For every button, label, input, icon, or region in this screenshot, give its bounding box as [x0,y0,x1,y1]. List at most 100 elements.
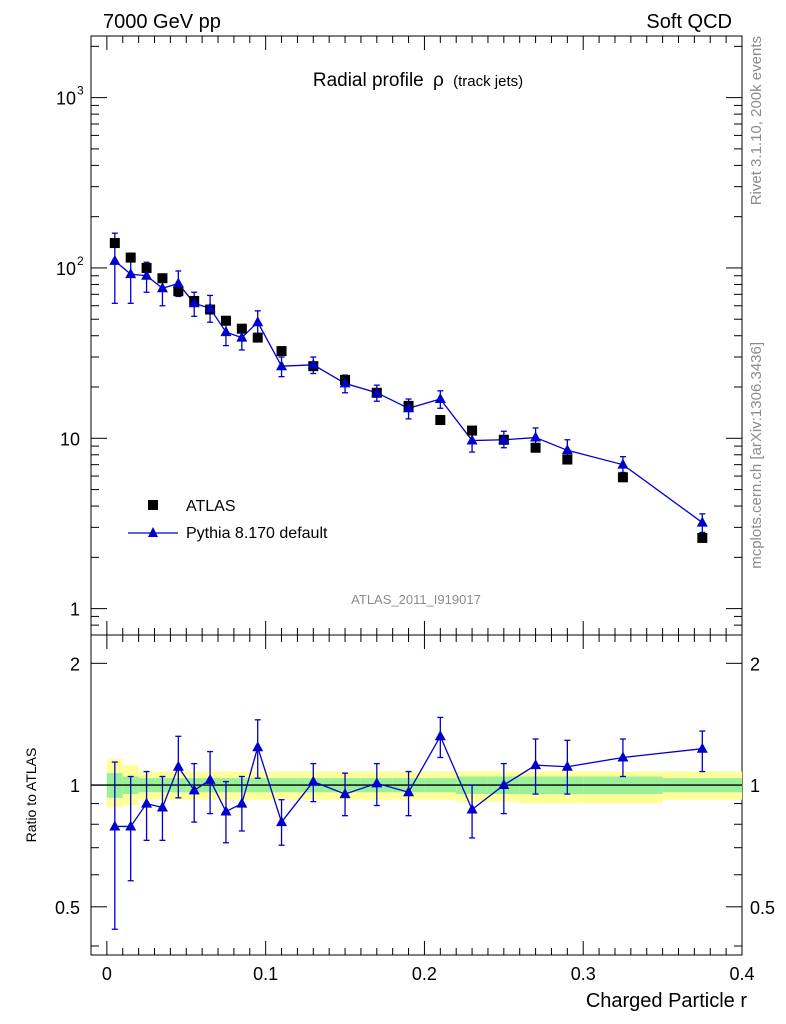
legend-pythia-label: Pythia 8.170 default [186,525,328,542]
ratio-point-14 [403,786,415,797]
pythia-point-6 [204,302,216,313]
pythia-point-18 [530,431,542,442]
pythia-point-2 [141,269,153,280]
ratio-point-10 [276,816,288,827]
ratio-point-21 [696,742,708,753]
bottom-ytick-label-right-0: 0.5 [750,898,775,918]
bottom-ytick-label-left-2: 2 [70,654,80,674]
header-left-label: 7000 GeV pp [103,11,221,33]
ratio-point-11 [307,775,319,786]
top-ytick-label-3: 10 [56,89,76,109]
pythia-point-0 [109,254,121,265]
top-ytick-label-2: 10 [56,259,76,279]
rivet-version-label: Rivet 3.1.10, 200k events [748,36,765,205]
plot-title-symbol: ρ [433,70,444,91]
atlas-point-1 [125,252,136,263]
atlas-point-10 [276,346,287,357]
atlas-point-20 [617,472,628,483]
ratio-point-4 [172,760,184,771]
pythia-point-7 [220,326,232,337]
ratio-point-18 [530,759,542,770]
ratio-point-2 [141,797,153,808]
plot-title-main: Radial profile [313,70,424,91]
atlas-point-18 [530,442,541,453]
atlas-point-2 [141,262,152,273]
pythia-point-1 [125,268,137,279]
atlas-point-7 [220,315,231,326]
top-marks [109,232,708,543]
ratio-point-0 [109,820,121,831]
ratio-point-3 [156,801,168,812]
x-tick-label-3: 0.3 [571,964,596,984]
legend-atlas-label: ATLAS [186,498,236,515]
ratio-point-20 [617,751,629,762]
top-frame [90,35,743,636]
pythia-point-15 [434,393,446,404]
bottom-ytick-label-left-0: 0.5 [55,898,80,918]
pythia-point-12 [339,377,351,388]
pythia-point-17 [498,433,510,444]
atlas-point-9 [252,332,263,343]
bottom-axes: 0 0.1 0.2 0.3 0.4 0.5 0.5 1 1 2 2 [55,634,775,984]
ratio-point-5 [188,784,200,795]
pythia-point-21 [696,516,708,527]
ratio-line [114,734,703,828]
plot-title-sub: (track jets) [453,73,523,90]
pythia-point-20 [617,458,629,469]
atlas-point-21 [697,532,708,543]
atlas-point-8 [236,323,247,334]
x-tick-label-0: 0 [102,964,112,984]
ratio-point-8 [236,797,248,808]
atlas-point-0 [109,238,120,249]
ratio-point-17 [498,779,510,790]
pythia-point-16 [466,434,478,445]
pythia-point-8 [236,331,248,342]
x-tick-label-1: 0.1 [253,964,278,984]
legend-pythia-marker [148,527,158,537]
top-ytick-label-1: 10 [60,429,80,449]
bottom-marks [91,716,742,930]
ratio-point-13 [371,777,383,788]
legend-atlas-marker [148,500,158,510]
ratio-point-7 [220,805,232,816]
legend: ATLAS Pythia 8.170 default [128,498,328,542]
ratio-point-9 [252,741,264,752]
ratio-ylabel: Ratio to ATLAS [23,748,39,843]
mcplots-label: mcplots.cern.ch [arXiv:1306.3436] [748,342,765,569]
ratio-point-12 [339,788,351,799]
analysis-watermark: ATLAS_2011_I919017 [351,592,481,607]
header-right-label: Soft QCD [646,11,732,33]
pythia-point-10 [276,360,288,371]
pythia-point-5 [188,297,200,308]
bottom-ytick-label-right-2: 2 [750,654,760,674]
atlas-point-3 [157,273,168,284]
x-axis-label: Charged Particle r [586,990,748,1012]
pythia-point-4 [172,277,184,288]
pythia-point-19 [561,444,573,455]
atlas-point-16 [467,425,478,436]
pythia-point-9 [252,316,264,327]
atlas-point-19 [562,454,573,465]
ratio-point-19 [561,760,573,771]
pythia-point-11 [307,358,319,369]
top-ytick-label-0: 1 [70,600,80,620]
top-ytick-label-exp-2: 2 [77,254,84,268]
x-tick-label-4: 0.4 [729,964,754,984]
pythia-point-14 [403,402,415,413]
plot-title: Radial profile ρ (track jets) [313,70,523,91]
atlas-point-4 [173,286,184,297]
pythia-point-3 [156,282,168,293]
bottom-ytick-label-left-1: 1 [70,776,80,796]
x-tick-label-2: 0.2 [412,964,437,984]
pythia-point-13 [371,386,383,397]
bottom-ytick-label-right-1: 1 [750,776,760,796]
ratio-point-15 [434,730,446,741]
ratio-point-1 [125,820,137,831]
ratio-point-16 [466,803,478,814]
ratio-point-6 [204,773,216,784]
atlas-point-15 [435,415,446,426]
top-ytick-label-exp-3: 3 [77,84,84,98]
pythia-line [114,260,703,524]
